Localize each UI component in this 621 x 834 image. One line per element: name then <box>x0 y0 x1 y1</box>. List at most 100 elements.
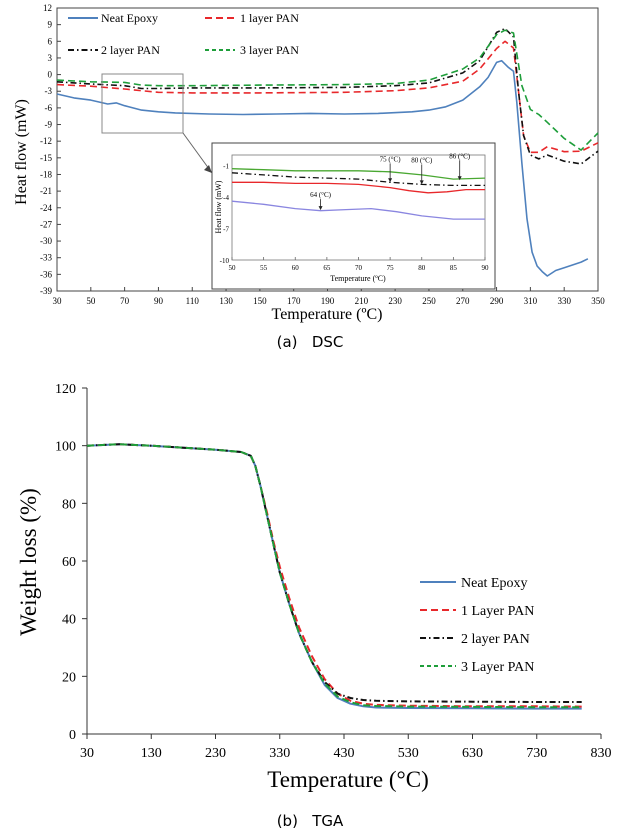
inset-series-lines <box>231 168 486 220</box>
y-tick-label: 40 <box>62 613 76 628</box>
tga-caption: (b) TGA <box>277 812 344 830</box>
series-line-3-layer-pan <box>86 443 582 709</box>
dsc-legend: Neat Epoxy 1 layer PAN 2 layer PAN 3 lay… <box>68 11 299 57</box>
dsc-x-axis-title: Temperature (ºC) <box>272 306 383 323</box>
inset-x-tick-label: 90 <box>482 264 490 272</box>
y-tick-label: -18 <box>40 169 52 179</box>
y-tick-label: 6 <box>48 36 53 46</box>
y-tick-label: -12 <box>40 136 52 146</box>
dsc-series-lines <box>56 27 599 277</box>
inset-annotation-arrowhead <box>457 176 462 181</box>
x-tick-label: 430 <box>334 746 355 761</box>
series-line-2-layer-pan <box>56 27 599 165</box>
x-tick-label: 230 <box>388 296 402 306</box>
legend-label: 3 Layer PAN <box>461 660 534 675</box>
inset-x-axis-title: Temperature (ºC) <box>330 274 386 283</box>
x-tick-label: 250 <box>422 296 436 306</box>
y-tick-label: 100 <box>55 440 76 455</box>
y-tick-label: -15 <box>40 153 52 163</box>
legend-item-3-layer-pan: 3 layer PAN <box>205 43 299 57</box>
x-tick-label: 290 <box>490 296 504 306</box>
inset-y-tick-label: -4 <box>223 194 229 202</box>
legend-label: Neat Epoxy <box>461 576 527 591</box>
x-tick-label: 170 <box>287 296 301 306</box>
series-line-2-layer-pan <box>231 172 485 187</box>
y-tick-label: 9 <box>48 20 53 30</box>
inset-x-tick-label: 60 <box>292 264 300 272</box>
inset-annotation-label: 80 (°C) <box>411 156 433 164</box>
dsc-y-axis-title: Heat flow (mW) <box>13 99 30 205</box>
dsc-zoom-box <box>101 73 184 134</box>
y-tick-label: -21 <box>40 186 52 196</box>
inset-x-tick-label: 55 <box>260 264 268 272</box>
series-line-neat-epoxy <box>231 200 485 220</box>
legend-item-neat-epoxy: Neat Epoxy <box>68 11 158 25</box>
x-tick-label: 30 <box>53 296 63 306</box>
series-line-1-layer-pan <box>56 40 599 154</box>
inset-annotations: 64 (°C) 75 (°C) 80 (°C) 86 (°C) <box>310 152 471 211</box>
x-tick-label: 50 <box>86 296 96 306</box>
inset-x-tick-label: 70 <box>355 264 363 272</box>
y-tick-label: 3 <box>48 53 53 63</box>
inset-annotation-label: 86 (°C) <box>449 152 471 160</box>
x-tick-label: 210 <box>355 296 369 306</box>
y-tick-label: -24 <box>40 203 52 213</box>
y-tick-label: 12 <box>43 3 52 13</box>
legend-label: 3 layer PAN <box>240 43 299 57</box>
inset-y-axis-title: Heat flow (mW) <box>214 180 223 233</box>
y-tick-label: 0 <box>48 70 53 80</box>
y-tick-label: -27 <box>40 219 52 229</box>
x-tick-label: 110 <box>186 296 200 306</box>
inset-x-tick-label: 50 <box>229 264 237 272</box>
y-tick-label: 120 <box>55 382 76 397</box>
dsc-zoom-arrow <box>182 132 213 174</box>
x-tick-label: 270 <box>456 296 470 306</box>
inset-frame <box>211 142 496 290</box>
x-tick-label: 150 <box>253 296 267 306</box>
x-tick-label: 190 <box>321 296 335 306</box>
dsc-y-ticks: 12 9 6 3 0 -3 -6 -9 -12 -15 -18 -21 -24 -27 -30 -33 -36 -… <box>40 3 61 296</box>
tga-y-axis-title: Weight loss (%) <box>16 488 41 636</box>
series-line-3-layer-pan <box>231 168 486 180</box>
legend-item-2-layer-pan: 2 layer PAN <box>420 632 530 647</box>
tga-chart: 0 20 40 60 80 100 120 30 130 230 330 430 530 630 730 8… <box>16 382 612 830</box>
y-tick-label: 80 <box>62 497 76 512</box>
series-line-3-layer-pan <box>56 29 599 151</box>
y-tick-label: -36 <box>40 269 52 279</box>
x-tick-label: 630 <box>462 746 483 761</box>
x-tick-label: 310 <box>524 296 538 306</box>
inset-x-ticks: 50 55 60 65 70 75 80 85 90 <box>229 257 490 272</box>
inset-annotation-label: 75 (°C) <box>380 155 402 163</box>
inset-annotation-arrowhead <box>419 180 424 185</box>
x-tick-label: 530 <box>398 746 419 761</box>
y-tick-label: -3 <box>45 86 53 96</box>
x-tick-label: 330 <box>557 296 571 306</box>
legend-item-3-layer-pan: 3 Layer PAN <box>420 660 534 675</box>
inset-y-tick-label: -1 <box>223 163 229 171</box>
inset-x-tick-label: 80 <box>418 264 426 272</box>
x-tick-label: 230 <box>205 746 226 761</box>
y-tick-label: 20 <box>62 670 76 685</box>
tga-legend: Neat Epoxy 1 Layer PAN 2 layer PAN 3 Lay… <box>420 576 534 675</box>
y-tick-label: -39 <box>40 286 52 296</box>
dsc-chart: 129630-3-6-9-12-15-18-21-24-27-30-33-36-… <box>13 3 605 351</box>
tga-series-lines <box>86 443 582 710</box>
y-tick-label: -33 <box>40 253 52 263</box>
legend-item-1-layer-pan: 1 Layer PAN <box>420 604 534 619</box>
series-line-1-layer-pan <box>232 181 485 194</box>
inset-annotation-arrowhead <box>318 206 323 211</box>
inset-y-tick-label: -10 <box>220 257 230 265</box>
inset-annotation-label: 64 (°C) <box>310 191 332 199</box>
legend-label: Neat Epoxy <box>101 11 158 25</box>
legend-item-2-layer-pan: 2 layer PAN <box>68 43 160 57</box>
x-tick-label: 350 <box>591 296 605 306</box>
legend-label: 2 layer PAN <box>461 632 530 647</box>
legend-item-neat-epoxy: Neat Epoxy <box>420 576 527 591</box>
x-tick-label: 730 <box>526 746 547 761</box>
inset-annotation-arrowhead <box>388 178 393 183</box>
inset-x-tick-label: 75 <box>387 264 395 272</box>
x-tick-label: 130 <box>219 296 233 306</box>
legend-label: 1 Layer PAN <box>461 604 534 619</box>
y-tick-label: 60 <box>62 555 76 570</box>
